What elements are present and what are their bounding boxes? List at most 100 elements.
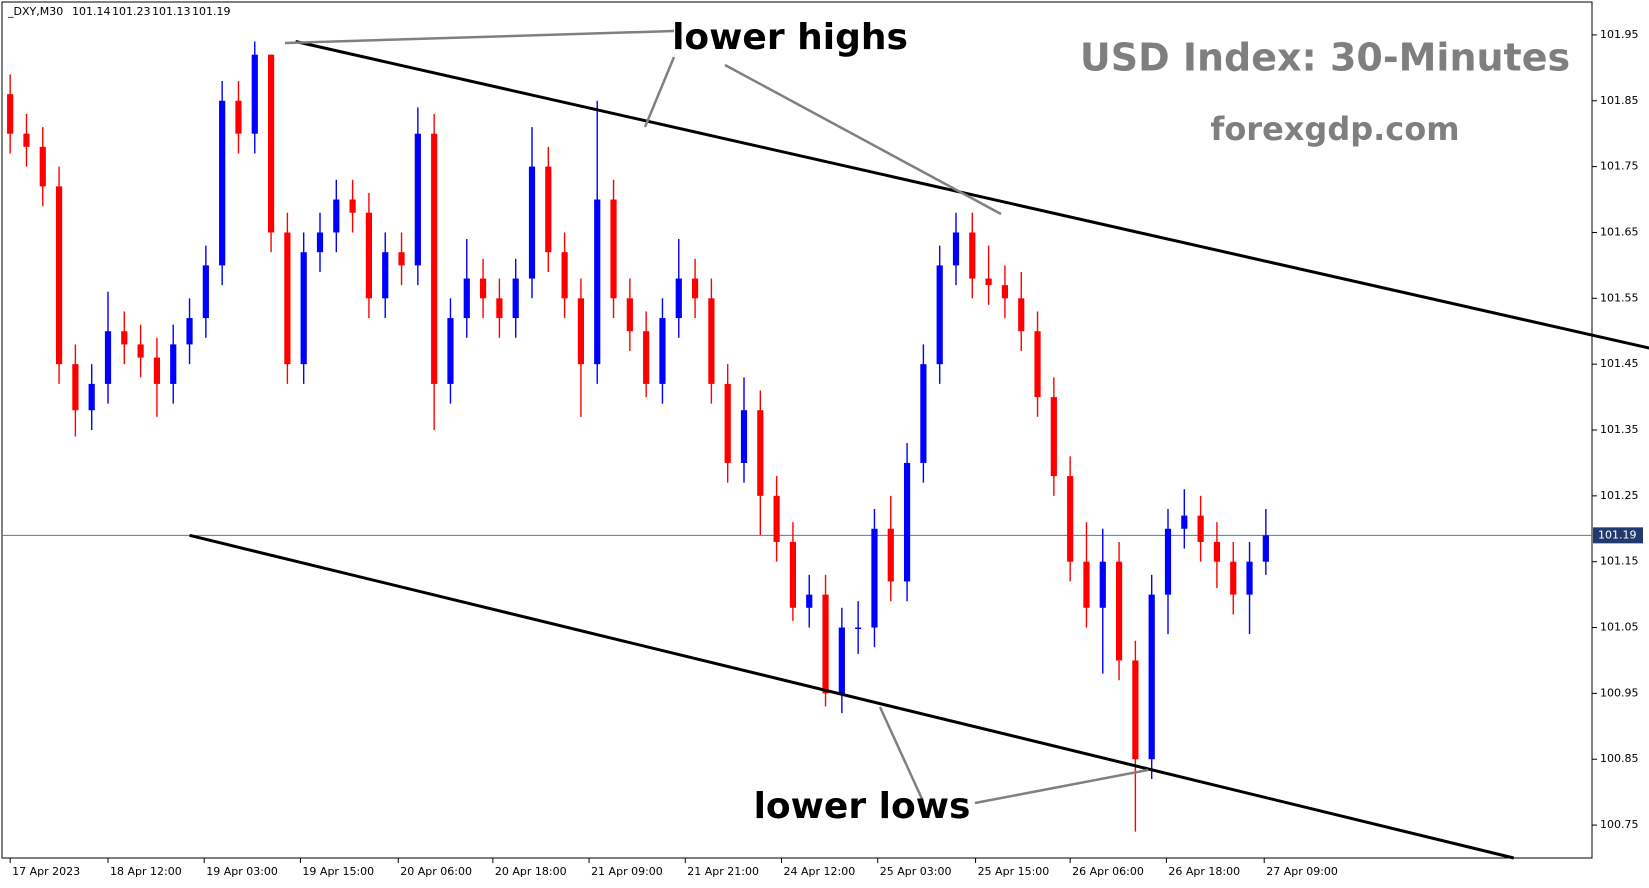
- y-tick-label: 101.25: [1600, 489, 1639, 502]
- plot-frame: [1, 1, 1593, 859]
- candle-body: [1262, 535, 1269, 562]
- candle-body: [1083, 561, 1090, 608]
- candle-body: [1099, 561, 1106, 608]
- candle-body: [137, 344, 144, 358]
- candle-body: [659, 318, 666, 384]
- candle-body: [969, 232, 976, 279]
- pointers: [284, 29, 1149, 805]
- y-tick-label: 100.75: [1600, 818, 1639, 831]
- candle-body: [1197, 515, 1204, 542]
- pointer: [974, 768, 1149, 805]
- y-tick-label: 101.45: [1600, 357, 1639, 370]
- candle-body: [1246, 561, 1253, 595]
- candle-body: [724, 383, 731, 463]
- candle-body: [382, 252, 389, 299]
- candle-body: [577, 298, 585, 365]
- candle-body: [496, 298, 503, 319]
- candle-body: [675, 278, 682, 319]
- x-tick-label: 27 Apr 09:00: [1266, 865, 1338, 878]
- candle-body: [1164, 528, 1172, 595]
- y-tick-label: 101.75: [1600, 160, 1639, 173]
- candle-body: [903, 462, 911, 582]
- candle-body: [284, 232, 291, 365]
- candle-body: [626, 298, 633, 332]
- candle-body: [528, 166, 536, 279]
- annotation: lower highs: [672, 17, 908, 58]
- candle-body: [1050, 397, 1057, 477]
- ohlc-open: 101.14: [72, 5, 111, 18]
- x-tick-label: 19 Apr 15:00: [302, 865, 374, 878]
- candle-body: [235, 100, 242, 134]
- candle-body: [316, 232, 324, 253]
- candle-body: [952, 232, 960, 266]
- y-tick-label: 101.85: [1600, 94, 1639, 107]
- candle-body: [1001, 285, 1009, 299]
- candle-body: [186, 318, 193, 345]
- candle-body: [365, 212, 373, 299]
- candle-body: [104, 331, 112, 384]
- candle-body: [740, 410, 748, 463]
- candle-body: [55, 186, 63, 365]
- candle-body: [643, 331, 650, 384]
- x-tick-label: 17 Apr 2023: [12, 865, 80, 878]
- candle-body: [789, 541, 797, 608]
- candle-body: [170, 344, 177, 384]
- candle-body: [985, 278, 992, 286]
- y-tick-label: 101.55: [1600, 291, 1639, 304]
- x-tick-label: 26 Apr 06:00: [1072, 865, 1144, 878]
- ohlc-low: 101.13: [152, 5, 191, 18]
- candle-body: [561, 252, 568, 299]
- ohlc-high: 101.23: [112, 5, 151, 18]
- candle-body: [39, 146, 46, 187]
- trendline: [295, 40, 1649, 350]
- pointer: [878, 706, 924, 800]
- candle-body: [1148, 594, 1155, 760]
- candle-body: [1132, 660, 1139, 760]
- candle-body: [936, 265, 943, 365]
- candle-body: [414, 133, 421, 266]
- y-tick-label: 100.95: [1600, 686, 1639, 699]
- candle-body: [822, 594, 829, 694]
- candle-body: [773, 495, 780, 542]
- candle-body: [121, 331, 128, 345]
- candle-body: [691, 278, 699, 299]
- candle-body: [153, 357, 161, 384]
- chart-title: USD Index: 30-Minutes: [1080, 36, 1570, 80]
- candle-body: [806, 594, 813, 608]
- candle-body: [855, 627, 862, 630]
- pointer: [284, 29, 675, 45]
- candle-body: [398, 252, 405, 266]
- candle-body: [871, 528, 878, 628]
- candle-body: [431, 133, 438, 384]
- candle-body: [1018, 298, 1025, 332]
- candle-body: [23, 133, 30, 147]
- candle-body: [1115, 561, 1123, 661]
- candle-body: [447, 318, 454, 384]
- candle-body: [7, 94, 14, 134]
- y-tick-label: 101.65: [1600, 225, 1639, 238]
- trendline: [189, 533, 1515, 860]
- candle-body: [838, 627, 845, 694]
- candle-body: [479, 278, 487, 299]
- candle-body: [757, 410, 764, 496]
- candle-body: [463, 278, 470, 319]
- candle-body: [1213, 541, 1221, 562]
- current-price-label: 101.19: [1598, 528, 1637, 541]
- x-tick-label: 21 Apr 09:00: [591, 865, 663, 878]
- chart-subtitle: forexgdp.com: [1210, 110, 1459, 148]
- y-tick-label: 101.15: [1600, 555, 1639, 568]
- candle-body: [887, 528, 894, 582]
- y-tick-label: 101.05: [1600, 621, 1639, 634]
- candle-body: [545, 166, 552, 253]
- x-tick-label: 20 Apr 18:00: [495, 865, 567, 878]
- symbol: _DXY,M30: [7, 5, 63, 18]
- x-tick-label: 18 Apr 12:00: [110, 865, 182, 878]
- y-tick-label: 100.85: [1600, 752, 1639, 765]
- x-tick-label: 25 Apr 03:00: [880, 865, 952, 878]
- candle-body: [1181, 515, 1188, 529]
- candle-body: [594, 199, 601, 365]
- x-tick-label: 24 Apr 12:00: [784, 865, 856, 878]
- pointer: [643, 56, 676, 128]
